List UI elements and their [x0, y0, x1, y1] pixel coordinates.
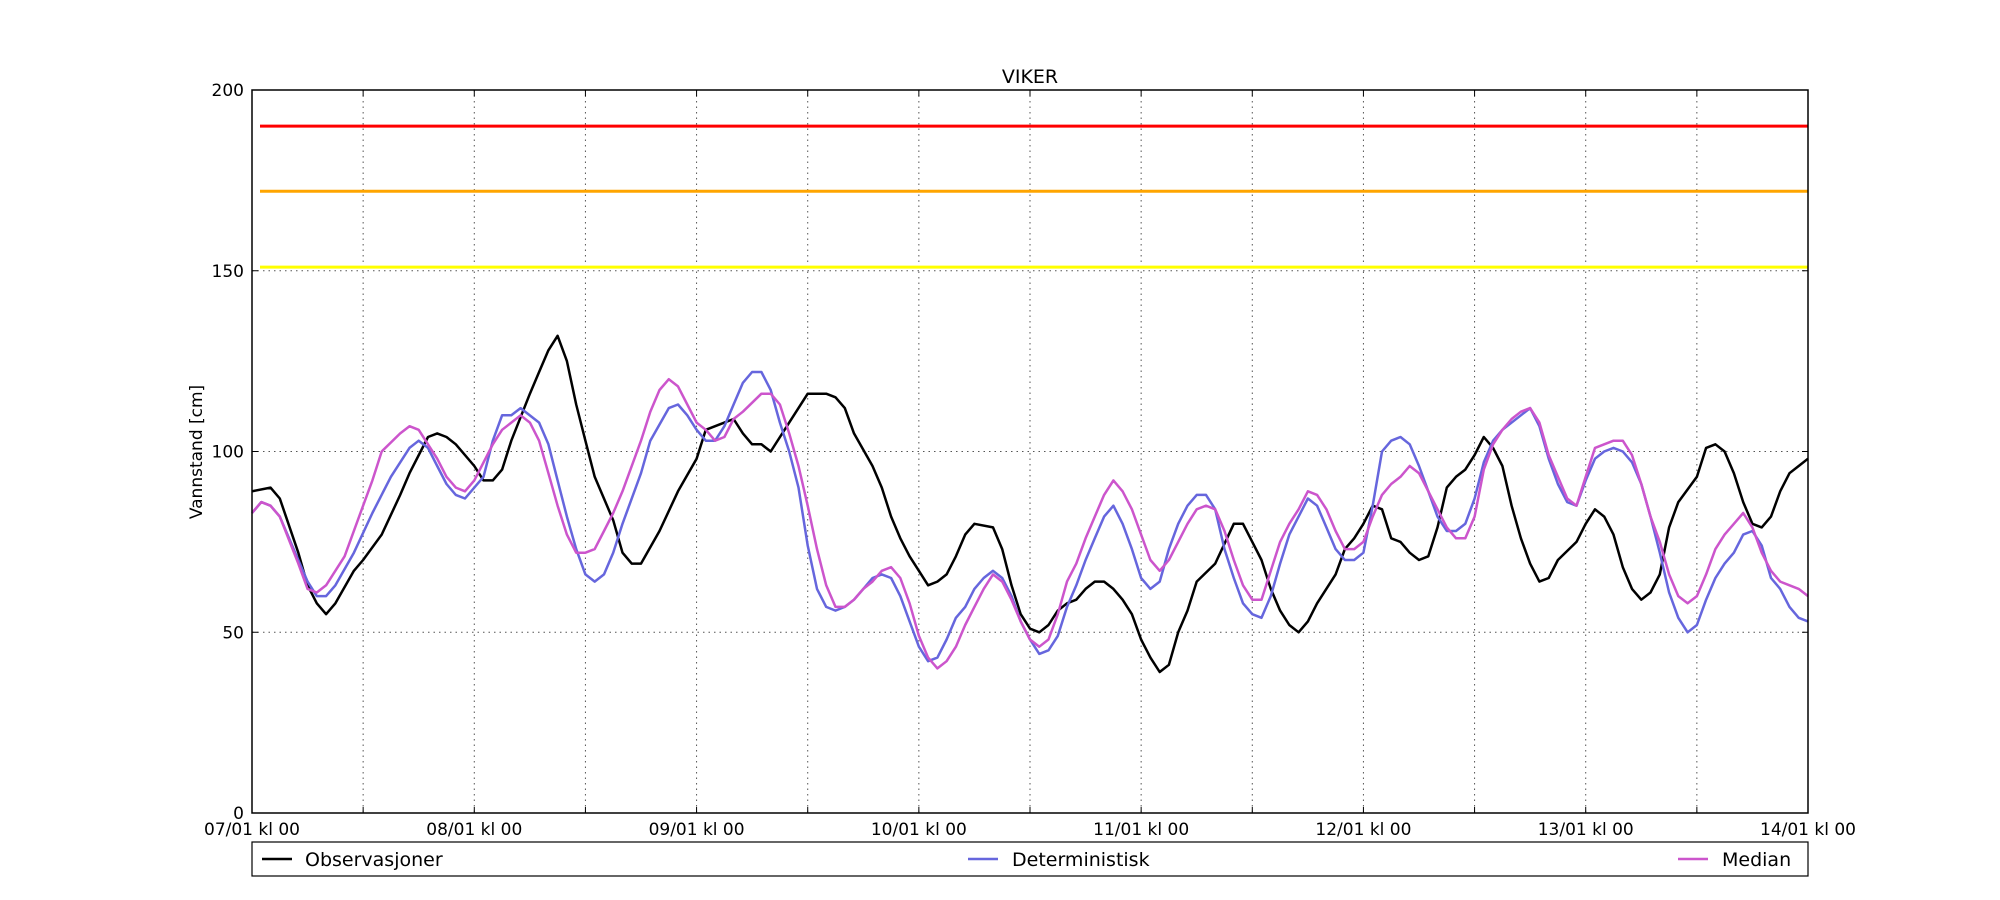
legend-label: Median [1722, 849, 1791, 871]
legend: Observasjoner Deterministisk Median [251, 841, 1809, 877]
legend-label: Deterministisk [1012, 849, 1150, 871]
x-tick-label: 13/01 kl 00 [1538, 820, 1634, 840]
threshold-lines [260, 124, 1808, 269]
x-tick-label: 10/01 kl 00 [871, 820, 967, 840]
chart-title: VIKER [1002, 66, 1058, 88]
legend-box [251, 841, 1809, 877]
legend-label: Observasjoner [305, 849, 443, 871]
y-tick-label: 200 [212, 81, 244, 101]
series-line [251, 370, 1809, 663]
series-lines [251, 334, 1809, 674]
x-tick-label: 07/01 kl 00 [204, 820, 300, 840]
x-tick-label: 11/01 kl 00 [1093, 820, 1189, 840]
grid-lines [252, 90, 1808, 813]
y-tick-label: 100 [212, 443, 244, 463]
series-line [251, 334, 1809, 674]
y-tick-label: 150 [212, 262, 244, 282]
x-tick-label: 08/01 kl 00 [426, 820, 522, 840]
y-tick-label: 50 [222, 623, 244, 643]
x-tick-label: 12/01 kl 00 [1315, 820, 1411, 840]
plot-frame [251, 89, 1809, 814]
axis-ticks: 07/01 kl 00 08/01 kl 00 09/01 kl 00 10/01 k… [204, 81, 1856, 840]
x-tick-label: 09/01 kl 00 [649, 820, 745, 840]
y-tick-label: 0 [233, 804, 244, 824]
series-line [251, 377, 1809, 670]
y-axis-label: Vannstand [cm] [187, 385, 207, 519]
x-tick-label: 14/01 kl 00 [1760, 820, 1856, 840]
